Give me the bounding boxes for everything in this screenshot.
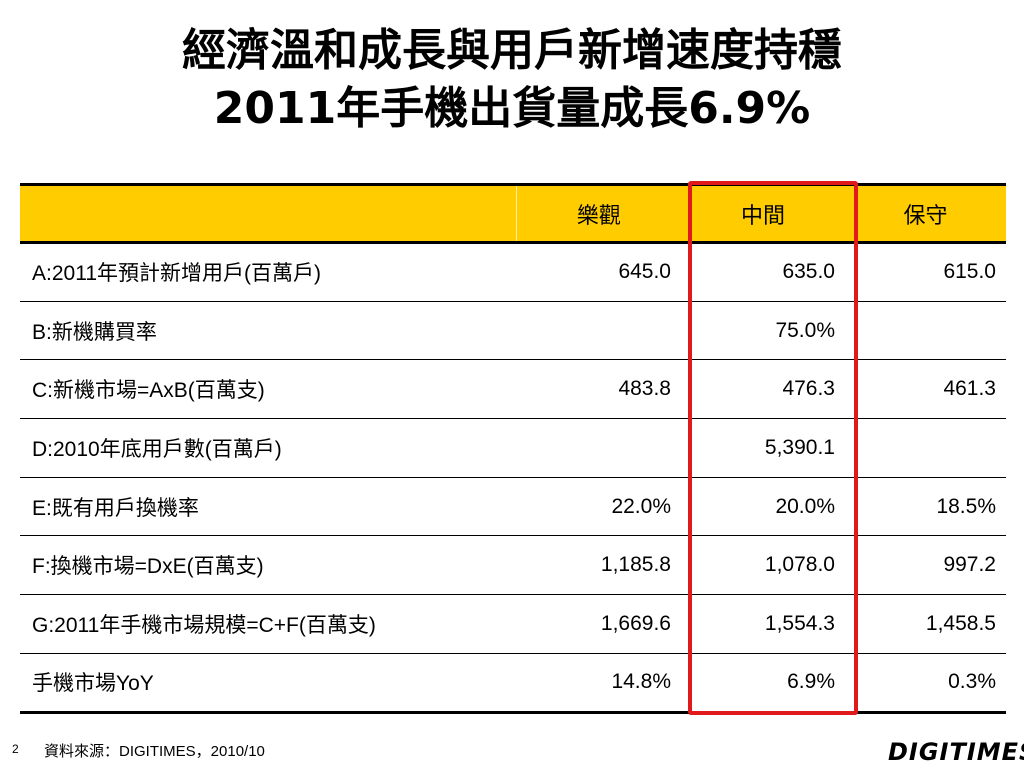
row-label: C:新機市場=AxB(百萬支) (20, 359, 516, 420)
row-label: 手機市場YoY (20, 653, 516, 714)
header-optimistic: 樂觀 (516, 183, 681, 244)
row-label: G:2011年手機市場規模=C+F(百萬支) (20, 594, 516, 654)
table-row: F:換機市場=DxE(百萬支) 1,185.8 1,078.0 997.2 (20, 535, 1006, 596)
cell-conservative: 0.3% (845, 653, 1006, 714)
cell-conservative (845, 418, 1006, 478)
cell-optimistic: 1,669.6 (516, 594, 681, 654)
cell-middle: 635.0 (681, 242, 845, 302)
table-row: G:2011年手機市場規模=C+F(百萬支) 1,669.6 1,554.3 1… (20, 594, 1006, 654)
cell-optimistic: 14.8% (516, 653, 681, 714)
forecast-table: 樂觀 中間 保守 A:2011年預計新增用戶(百萬戶) 645.0 635.0 … (20, 183, 1006, 714)
source-note: 資料來源：DIGITIMES，2010/10 (44, 743, 265, 760)
row-label: D:2010年底用戶數(百萬戶) (20, 418, 516, 478)
cell-middle: 75.0% (681, 301, 845, 361)
cell-middle: 476.3 (681, 359, 845, 420)
table-row: D:2010年底用戶數(百萬戶) 5,390.1 (20, 418, 1006, 478)
row-label: E:既有用戶換機率 (20, 477, 516, 537)
cell-optimistic: 22.0% (516, 477, 681, 537)
table-row: E:既有用戶換機率 22.0% 20.0% 18.5% (20, 477, 1006, 537)
cell-conservative: 615.0 (845, 242, 1006, 302)
title-line-1: 經濟溫和成長與用戶新增速度持穩 (182, 25, 842, 76)
slide-title: 經濟溫和成長與用戶新增速度持穩 2011年手機出貨量成長6.9% (0, 22, 1024, 138)
header-conservative: 保守 (845, 183, 1006, 244)
cell-middle: 1,078.0 (681, 535, 845, 596)
cell-optimistic: 645.0 (516, 242, 681, 302)
page-number: 2 (12, 742, 19, 756)
table-row: A:2011年預計新增用戶(百萬戶) 645.0 635.0 615.0 (20, 242, 1006, 302)
row-label: A:2011年預計新增用戶(百萬戶) (20, 242, 516, 302)
cell-optimistic: 483.8 (516, 359, 681, 420)
cell-middle: 1,554.3 (681, 594, 845, 654)
table-row: C:新機市場=AxB(百萬支) 483.8 476.3 461.3 (20, 359, 1006, 420)
table-row: B:新機購買率 75.0% (20, 301, 1006, 361)
logo-text: DIGITIMES (888, 738, 1024, 766)
row-label: F:換機市場=DxE(百萬支) (20, 535, 516, 596)
cell-optimistic (516, 301, 681, 361)
row-label: B:新機購買率 (20, 301, 516, 361)
cell-middle: 20.0% (681, 477, 845, 537)
cell-middle: 6.9% (681, 653, 845, 714)
cell-middle: 5,390.1 (681, 418, 845, 478)
cell-conservative (845, 301, 1006, 361)
header-empty (20, 183, 517, 244)
cell-conservative: 461.3 (845, 359, 1006, 420)
cell-conservative: 1,458.5 (845, 594, 1006, 654)
cell-conservative: 18.5% (845, 477, 1006, 537)
cell-conservative: 997.2 (845, 535, 1006, 596)
header-middle: 中間 (681, 183, 845, 244)
table-row: 手機市場YoY 14.8% 6.9% 0.3% (20, 653, 1006, 714)
title-line-2: 2011年手機出貨量成長6.9% (213, 83, 811, 134)
cell-optimistic (516, 418, 681, 478)
table-header-row: 樂觀 中間 保守 (20, 183, 1006, 244)
digitimes-logo: DIGITIMES (888, 738, 1024, 766)
cell-optimistic: 1,185.8 (516, 535, 681, 596)
